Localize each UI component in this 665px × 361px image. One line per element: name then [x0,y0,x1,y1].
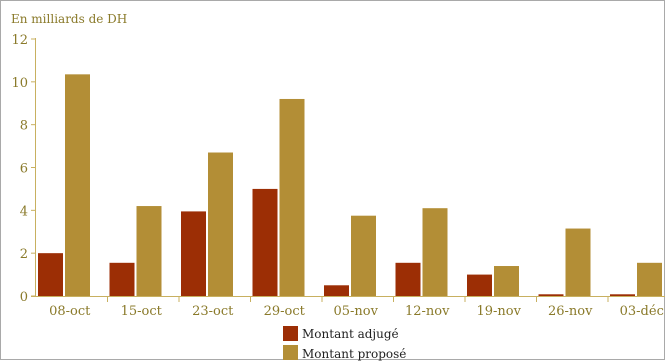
bar-montant-propose-12-nov [422,208,448,296]
x-tick-label: 08-oct [49,304,91,319]
bar-montant-propose-23-oct [208,152,233,296]
x-axis-ticks: 08-oct 15-oct 23-oct 29-oct 05-nov 12-nov 19-n… [49,296,664,319]
x-tick-label: 03-déc [620,304,664,319]
legend-label-propose: Montant proposé [302,347,406,361]
y-tick-label: 4 [20,204,28,219]
bar-montant-adjuge-12-nov [395,262,421,296]
x-tick-label: 19-nov [477,304,522,319]
x-tick-label: 12-nov [405,304,450,319]
y-axis-ticks: 0 2 4 6 8 10 12 [11,33,36,305]
legend-label-adjuge: Montant adjugé [302,327,399,341]
bar-montant-adjuge-19-nov [467,274,492,296]
bar-montant-propose-29-oct [279,98,305,296]
bars [38,74,662,297]
legend-swatch-propose [283,345,298,360]
x-tick-label: 15-oct [121,304,163,319]
bar-montant-adjuge-26-nov [538,294,564,296]
y-axis-label: En milliards de DH [11,12,127,26]
bar-montant-propose-15-oct [136,206,162,296]
bar-montant-adjuge-05-nov [324,285,349,296]
bar-montant-adjuge-29-oct [252,188,278,296]
y-tick-label: 10 [11,76,28,91]
bar-montant-adjuge-15-oct [109,262,135,296]
x-tick-label: 29-oct [264,304,306,319]
y-tick-label: 0 [20,290,28,305]
x-tick-label: 23-oct [192,304,234,319]
bar-montant-propose-03-déc [637,262,662,296]
y-tick-label: 8 [20,119,28,134]
bar-montant-adjuge-08-oct [38,253,63,296]
y-tick-label: 12 [11,33,28,48]
x-tick-label: 05-nov [334,304,379,319]
bar-montant-adjuge-23-oct [181,211,206,296]
bar-montant-propose-05-nov [351,215,376,296]
bar-montant-propose-08-oct [65,74,90,297]
bar-montant-propose-26-nov [565,228,591,296]
bar-montant-adjuge-03-déc [610,294,635,296]
x-tick-label: 26-nov [548,304,593,319]
legend: Montant adjugé Montant proposé [283,326,406,361]
bar-montant-propose-19-nov [494,266,519,296]
y-tick-label: 6 [20,162,28,177]
legend-swatch-adjuge [283,326,298,341]
y-tick-label: 2 [20,247,28,262]
